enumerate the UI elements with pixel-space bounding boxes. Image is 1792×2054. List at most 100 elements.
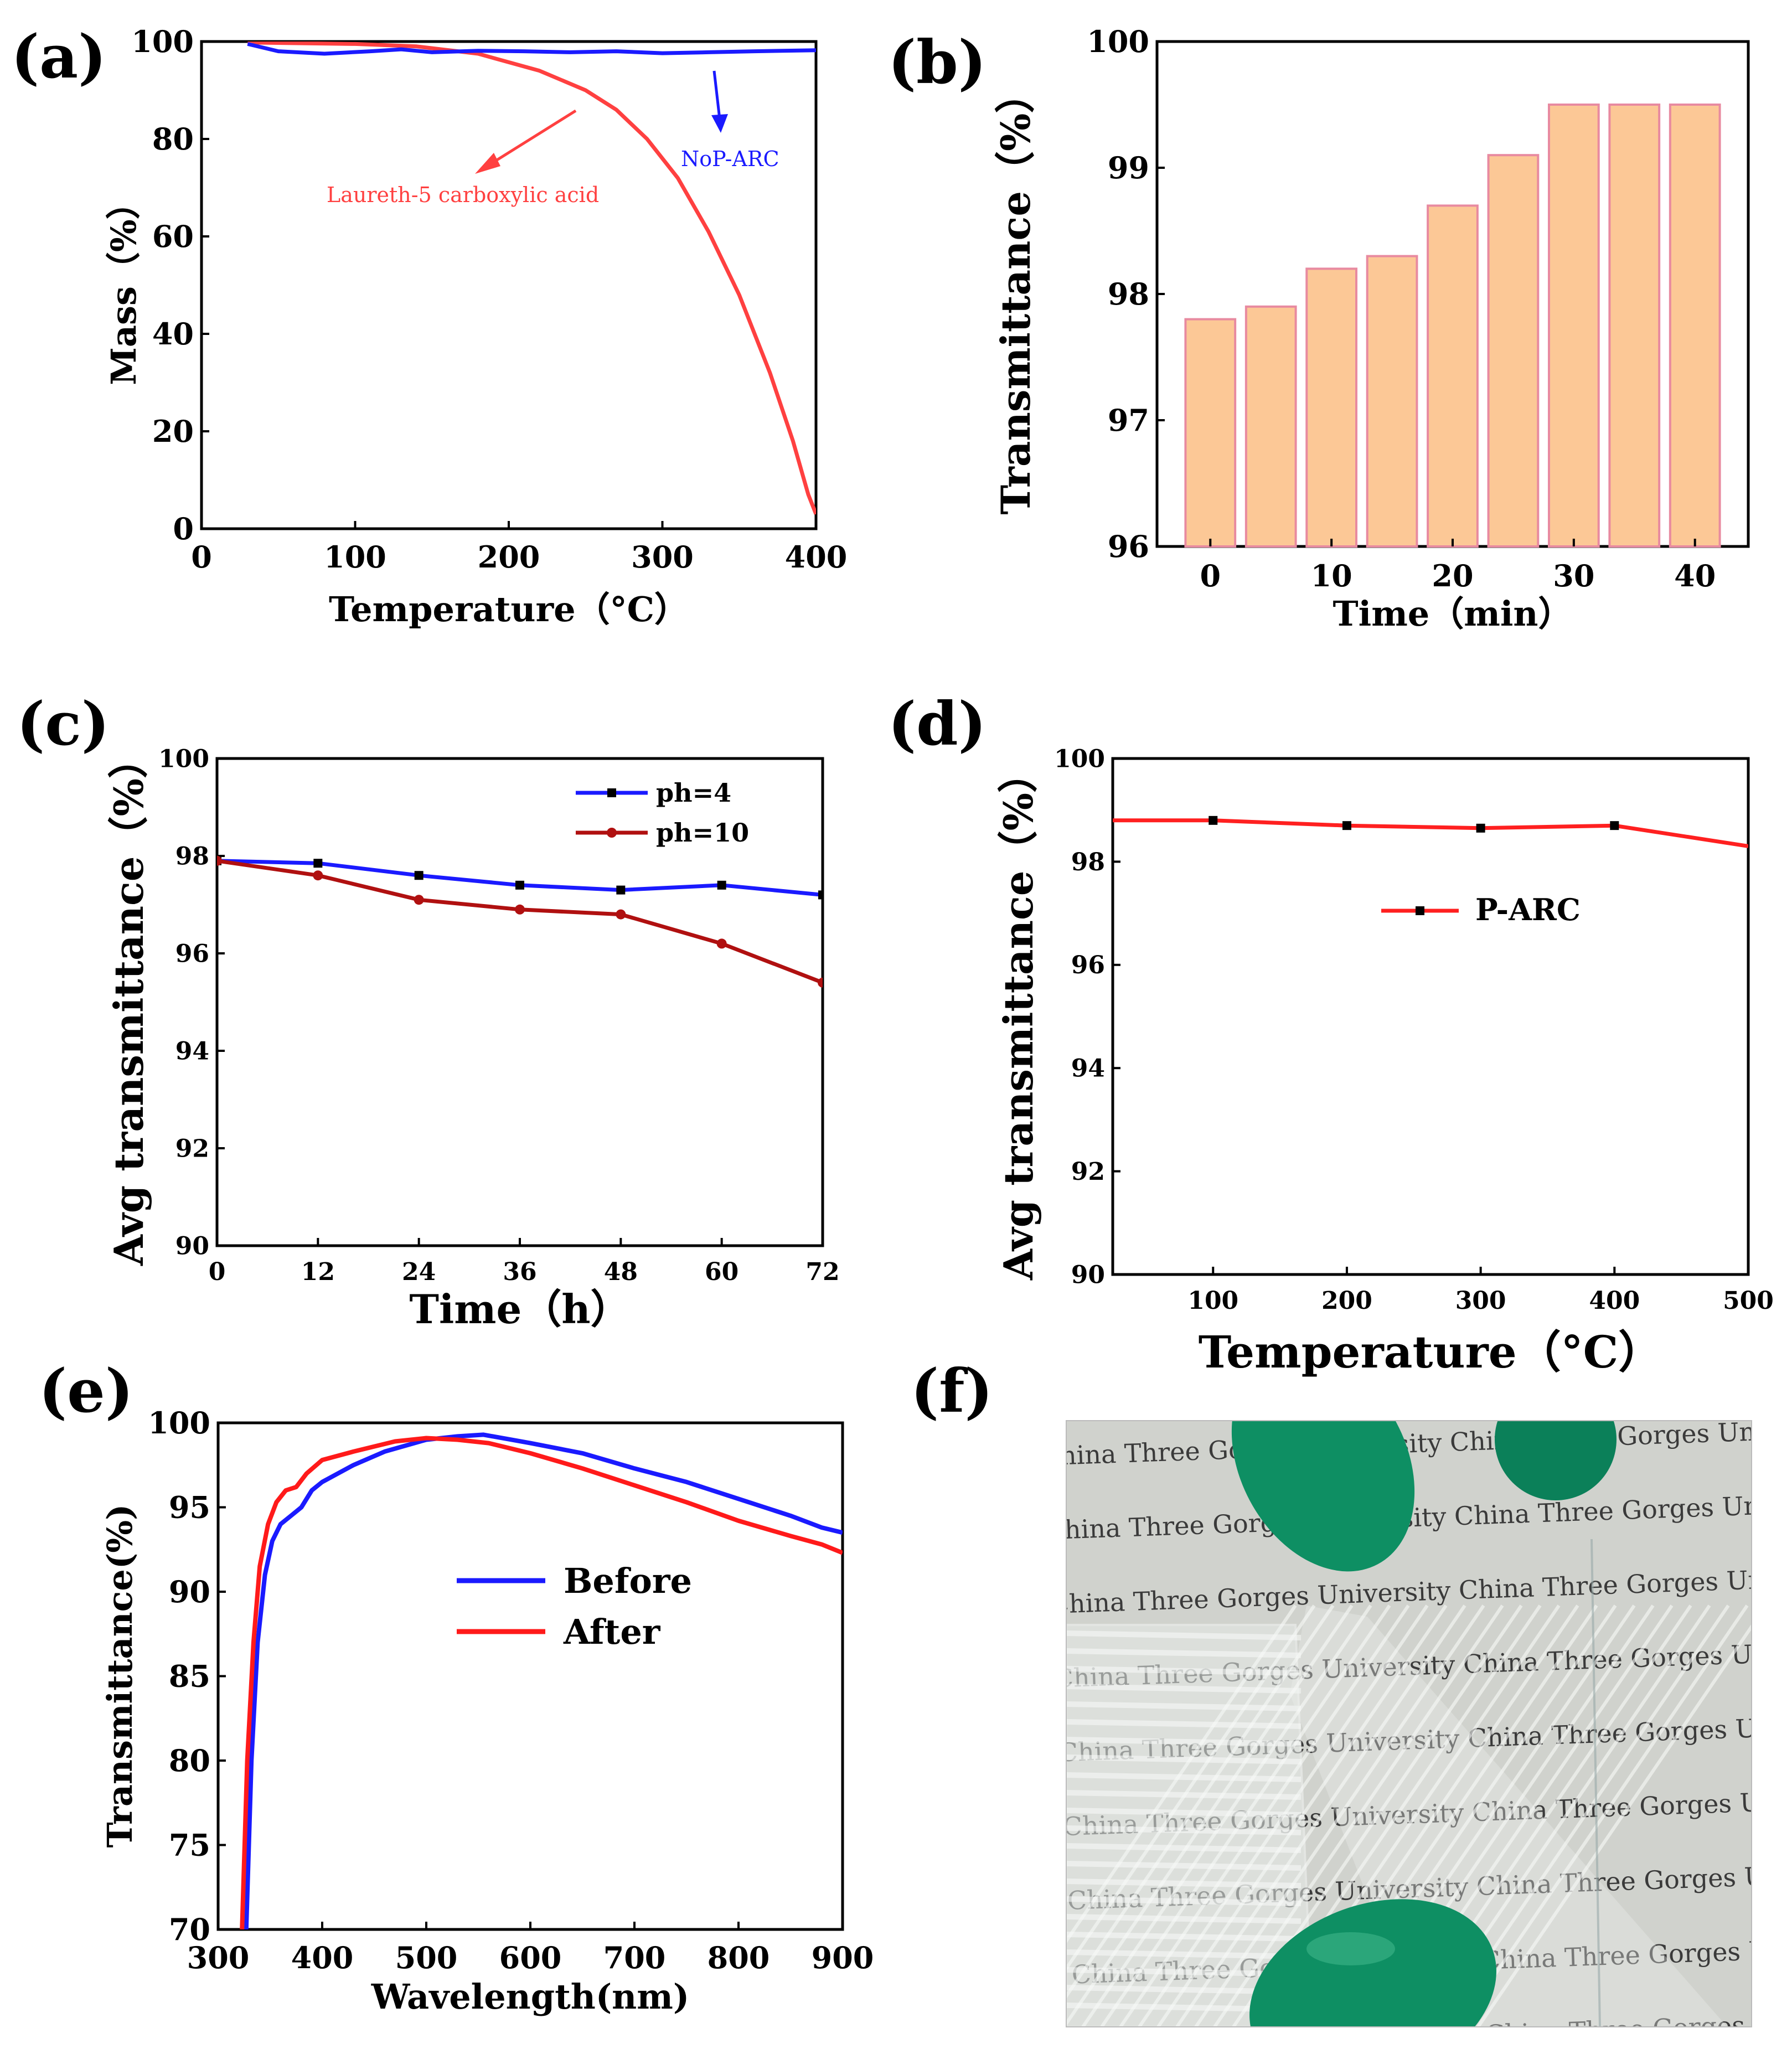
x-tick-label: 72 (805, 1258, 839, 1286)
x-tick-label: 500 (1723, 1287, 1774, 1315)
bar (1669, 104, 1721, 548)
marker-ph10 (716, 938, 727, 949)
x-tick-label: 600 (499, 1940, 562, 1975)
x-tick-label: 100 (324, 539, 386, 575)
chart-e-transmittance-vs-wavelength: 300 400 500 600 700 800 900 70 75 80 85 90 95 100 Bef… (100, 1405, 874, 2017)
bar (1608, 104, 1661, 548)
glass-stripe (1066, 1772, 1302, 1782)
x-tick-label: 200 (1321, 1287, 1372, 1315)
y-tick-label: 92 (1071, 1158, 1105, 1186)
y-tick-label: 100 (158, 745, 209, 773)
glass-stripe-diagonal (1156, 1604, 1448, 2027)
x-tick-label: 30 (1553, 558, 1594, 594)
y-tick-label: 40 (152, 316, 194, 352)
legend-label: After (563, 1612, 661, 1652)
marker-ph10 (414, 895, 424, 905)
series-line-ph4 (217, 859, 823, 897)
marker-ph4 (515, 880, 524, 890)
panel-label-d: (d) (888, 689, 987, 759)
y-tick-label: 85 (169, 1658, 210, 1694)
chart-a-mass-vs-temperature: 0 100 200 300 400 0 20 40 60 80 100 Temperature（°C… (104, 24, 847, 629)
chart-d-x-axis-label: Temperature（°C） (1199, 1326, 1663, 1378)
chart-d-avg-transmittance-vs-temperature: 100 200 300 400 500 90 92 94 96 98 100 P-ARC Tempe… (995, 745, 1774, 1378)
glass-stripe-diagonal (1066, 1604, 1297, 1944)
y-tick-label: 100 (131, 24, 194, 59)
x-tick-label: 20 (1432, 558, 1473, 594)
chart-a-annotation-laureth: Laureth-5 carboxylic acid (327, 183, 599, 207)
x-tick-label: 0 (209, 1258, 226, 1286)
x-tick-label: 12 (301, 1258, 335, 1286)
photo-f-coated-glass: China Three Gorges University China Thre… (1066, 1421, 1752, 2027)
x-tick-label: 0 (1200, 558, 1221, 594)
chart-a-x-axis-label: Temperature（°C） (329, 589, 689, 629)
y-tick-label: 97 (1108, 402, 1149, 438)
glove-finger-top-left (1231, 1421, 1415, 1572)
marker-ph4 (616, 885, 626, 895)
glass-stripe-diagonal (1066, 1604, 1335, 1999)
glass-stripe-diagonal (1081, 1604, 1372, 2027)
glass-stripe (1066, 1861, 1302, 1871)
chart-b-transmittance-vs-time: 0 10 20 30 40 96 97 98 99 100 Time（min） Transmitt… (992, 24, 1750, 634)
glass-stripe (1066, 1808, 1302, 1818)
chart-c-y-axis-label: Avg transmittance（%） (105, 739, 152, 1266)
chart-a-arrow-blue (712, 70, 721, 120)
marker-ph4 (818, 890, 823, 900)
marker-ph10 (818, 977, 823, 988)
y-tick-label: 98 (1071, 848, 1105, 876)
x-tick-label: 40 (1674, 558, 1716, 594)
chart-c-x-axis-label: Time（h） (409, 1286, 630, 1333)
glass-stripe (1066, 1754, 1302, 1764)
y-tick-label: 0 (173, 511, 194, 546)
y-tick-label: 94 (175, 1037, 209, 1065)
panel-label-f: (f) (911, 1356, 993, 1426)
marker-parc (1610, 821, 1619, 830)
bar (1427, 204, 1479, 548)
chart-b-y-axis-label: Transmittance（%） (992, 74, 1039, 515)
legend-label: P-ARC (1475, 892, 1581, 927)
x-tick-label: 10 (1311, 558, 1352, 594)
x-tick-label: 48 (604, 1258, 638, 1286)
x-tick-label: 24 (402, 1258, 436, 1286)
bar (1184, 318, 1237, 548)
y-tick-label: 90 (1071, 1261, 1105, 1289)
x-tick-label: 300 (631, 539, 694, 575)
marker-ph10 (217, 855, 222, 866)
y-tick-label: 100 (148, 1405, 210, 1441)
y-tick-label: 90 (169, 1574, 210, 1609)
x-tick-label: 300 (187, 1940, 250, 1975)
glass-stripe-diagonal (1100, 1604, 1391, 2027)
x-tick-label: 400 (785, 539, 848, 575)
y-tick-label: 20 (152, 414, 194, 449)
panel-label-a: (a) (11, 22, 106, 92)
y-tick-label: 80 (152, 121, 194, 157)
bar (1366, 255, 1418, 548)
x-tick-label: 100 (1187, 1287, 1238, 1315)
legend-label: ph=4 (656, 778, 731, 808)
bar (1305, 267, 1358, 548)
x-tick-label: 200 (478, 539, 540, 575)
marker-parc (1342, 821, 1351, 830)
y-tick-label: 90 (175, 1232, 209, 1260)
y-tick-label: 75 (169, 1827, 210, 1862)
series-line-laureth (247, 42, 816, 515)
marker-ph4 (313, 859, 323, 868)
y-tick-label: 60 (152, 219, 194, 254)
glass-stripe (1066, 1914, 1302, 1924)
x-tick-label: 400 (1589, 1287, 1640, 1315)
legend-marker (607, 828, 617, 838)
chart-a-y-axis-label: Mass（%） (104, 185, 144, 385)
glass-stripe-diagonal (1066, 1604, 1316, 1972)
marker-ph4 (414, 871, 424, 880)
bar (1547, 104, 1600, 548)
y-tick-label: 70 (169, 1912, 210, 1947)
chart-c-avg-transmittance-vs-time: 0 12 24 36 48 60 72 90 92 94 96 98 100 ph=4 ph=10 Tim… (105, 739, 840, 1333)
series-line-ph10 (217, 859, 823, 985)
glove-highlight (1306, 1932, 1395, 1965)
glass-edge-vertical (1590, 1539, 1601, 2027)
glass-stripe-diagonal (1458, 1604, 1749, 2027)
y-tick-label: 99 (1108, 150, 1149, 185)
x-tick-label: 500 (395, 1940, 458, 1975)
chart-e-y-axis-label: Transmittance(%) (100, 1504, 140, 1848)
glass-stripe-diagonal (1066, 1604, 1354, 2027)
